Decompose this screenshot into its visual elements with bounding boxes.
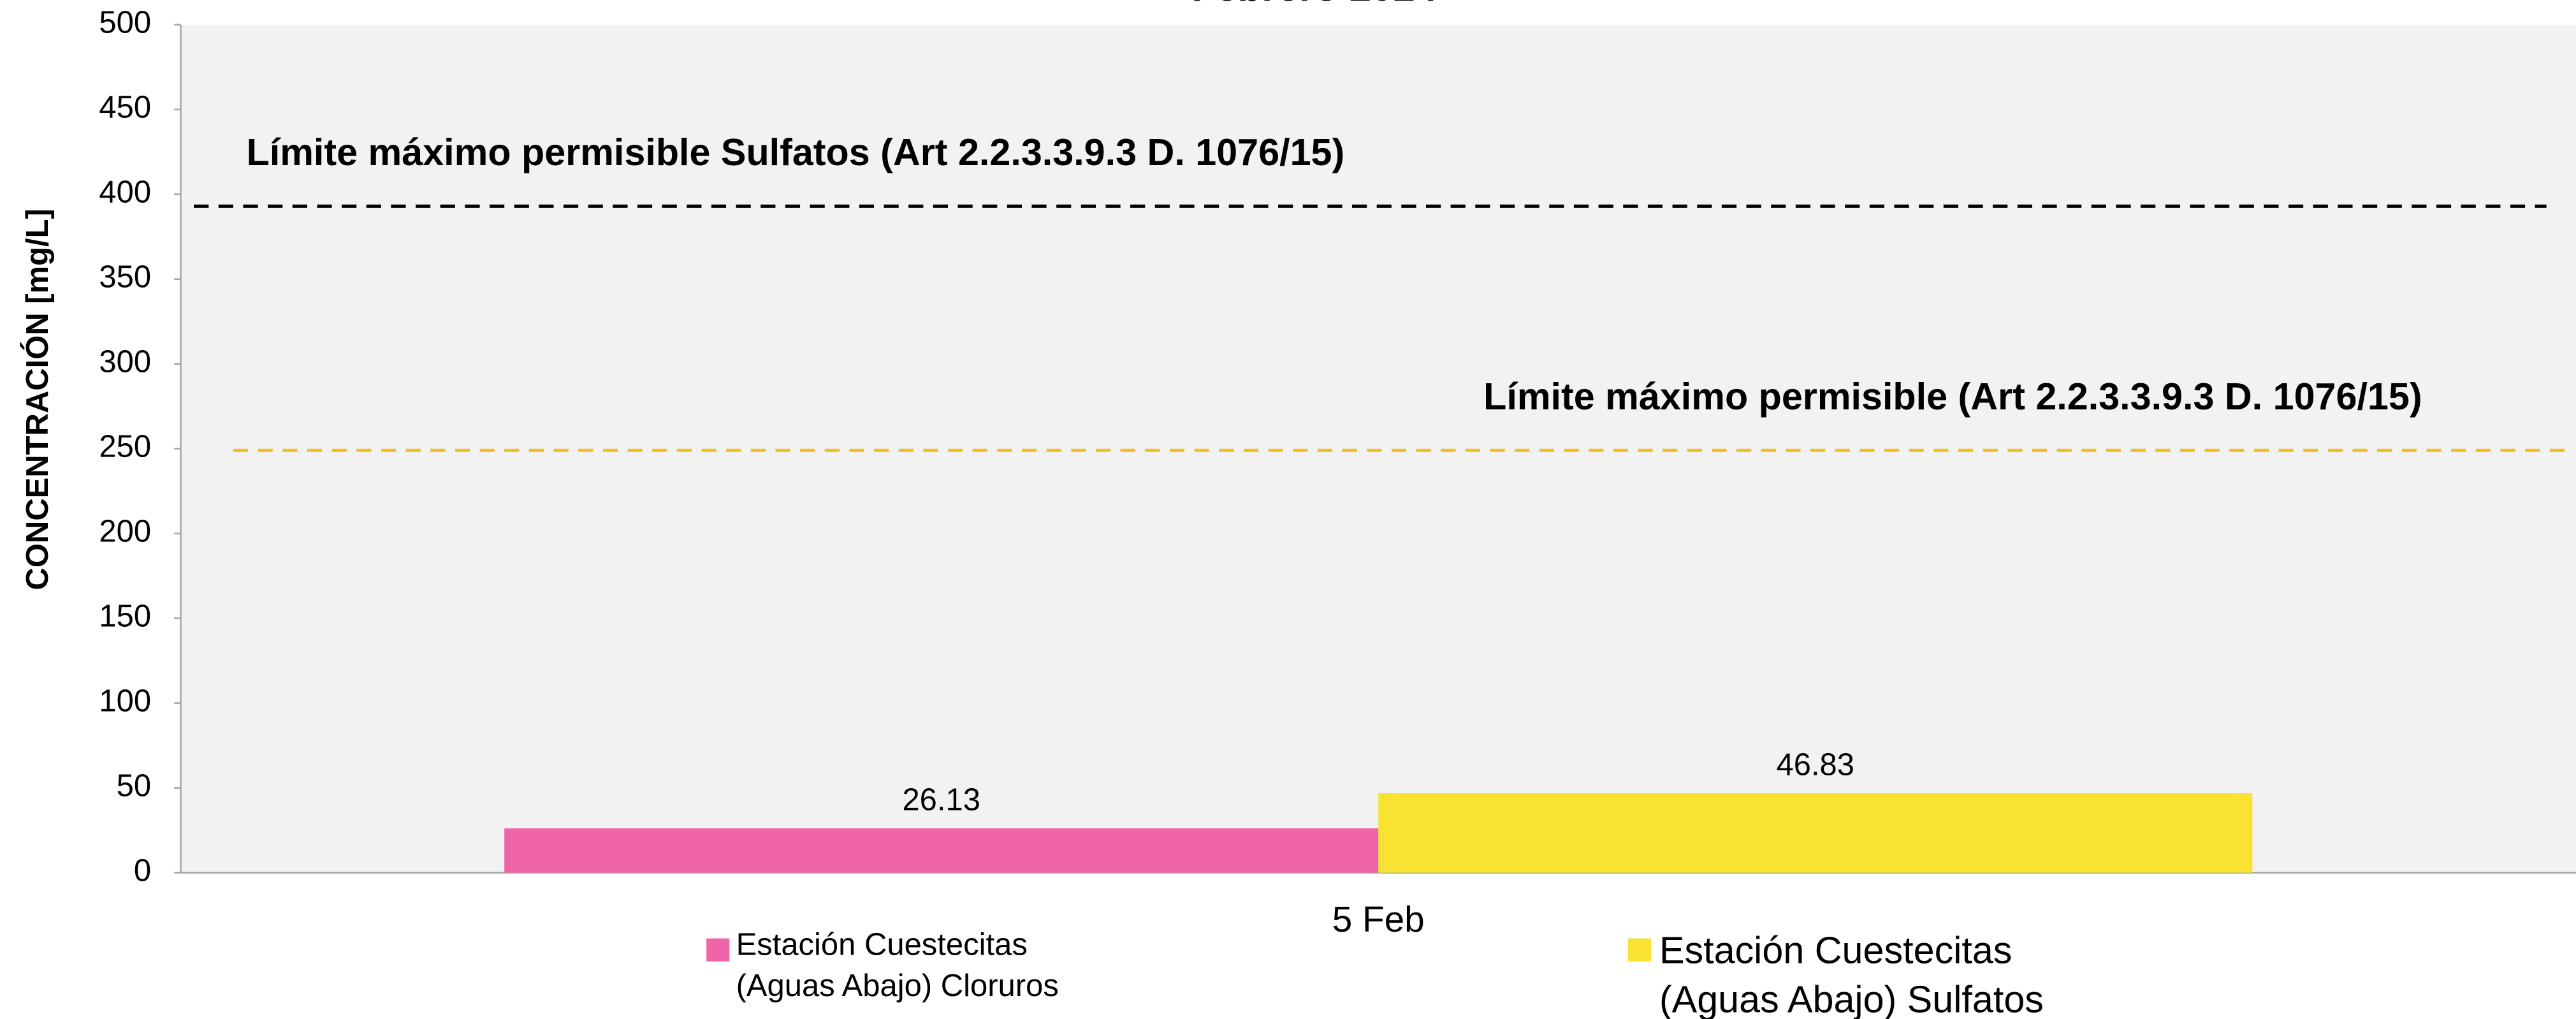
y-tick-label: 100 [99,684,151,719]
reference-label: Límite máximo permisible Sulfatos (Art 2… [247,131,1345,173]
bar [1378,793,2253,873]
y-tick-label: 300 [99,345,151,379]
reference-label: Límite máximo permisible (Art 2.2.3.3.9.… [1483,375,2422,418]
data-label: 46.83 [1777,748,1855,782]
legend-swatch [1627,938,1652,962]
y-tick-label: 250 [99,430,151,464]
legend-label: Estación Cuestecitas (Aguas Abajo) Sulfa… [1659,928,2044,1019]
y-tick-label: 450 [99,91,151,125]
chart-title: Febrero 2024 [1191,0,1437,10]
plot-area [180,24,2576,873]
y-tick-label: 400 [99,175,151,210]
y-tick-label: 350 [99,260,151,295]
y-tick-label: 200 [99,515,151,549]
y-tick-label: 150 [99,599,151,634]
legend-entry: Estación Cuestecitas (Aguas Abajo) Sulfa… [1659,928,2044,1019]
y-tick-label: 500 [99,6,151,40]
legend-entry: Estación Cuestecitas (Aguas Abajo) Cloru… [736,928,1059,1004]
x-tick-label: 5 Feb [1332,900,1425,940]
legend-label: Estación Cuestecitas (Aguas Abajo) Cloru… [736,928,1059,1004]
legend-swatch [706,938,730,962]
data-label: 26.13 [902,783,980,817]
y-axis-label: CONCENTRACIÓN [mg/L] [20,209,55,590]
y-tick-label: 0 [134,853,151,888]
bar [504,828,1379,873]
y-tick-label: 50 [117,769,151,803]
